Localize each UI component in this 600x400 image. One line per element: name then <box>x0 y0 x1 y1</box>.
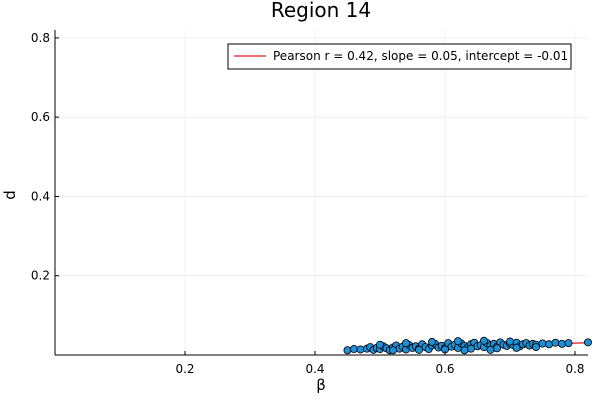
tick-labels: 0.2 0.4 0.6 0.8 0.2 0.4 0.6 0.8 <box>31 31 585 376</box>
scatter-point <box>453 337 462 346</box>
scatter-point <box>545 340 554 349</box>
points-layer <box>343 336 593 355</box>
scatter-point <box>414 345 423 354</box>
y-axis-label: d <box>1 190 19 200</box>
x-axis-label: β <box>316 376 326 394</box>
legend-entry-text: Pearson r = 0.42, slope = 0.05, intercep… <box>273 49 568 63</box>
scatter-point <box>512 343 521 352</box>
scatter-point <box>538 339 547 348</box>
scatter-point <box>486 345 495 354</box>
scatter-point <box>401 339 410 348</box>
scatter-point <box>427 337 436 346</box>
y-tick-label: 0.8 <box>31 31 50 45</box>
y-tick-label: 0.4 <box>31 189 50 203</box>
scatter-point <box>343 346 352 355</box>
scatter-point <box>564 339 573 348</box>
scatter-point <box>532 343 541 352</box>
scatter-point <box>375 340 384 349</box>
scatter-point <box>479 336 488 345</box>
legend-box <box>227 43 572 70</box>
x-tick-label: 0.6 <box>435 362 454 376</box>
scatter-point <box>558 339 567 348</box>
scatter-point <box>356 345 365 354</box>
scatter-point <box>584 338 593 347</box>
x-tick-label: 0.4 <box>305 362 324 376</box>
x-tick-label: 0.2 <box>175 362 194 376</box>
chart-title: Region 14 <box>271 0 371 22</box>
scatter-point <box>460 346 469 355</box>
y-tick-label: 0.6 <box>31 110 50 124</box>
scatter-point <box>551 338 560 347</box>
scatter-point <box>505 337 514 346</box>
y-tick-label: 0.2 <box>31 269 50 283</box>
legend: Pearson r = 0.42, slope = 0.05, intercep… <box>227 43 572 70</box>
axes <box>54 30 588 356</box>
scatter-point <box>492 344 501 353</box>
scatter-point <box>466 344 475 353</box>
scatter-point <box>388 346 397 355</box>
x-tick-label: 0.8 <box>565 362 584 376</box>
grid <box>55 30 588 355</box>
